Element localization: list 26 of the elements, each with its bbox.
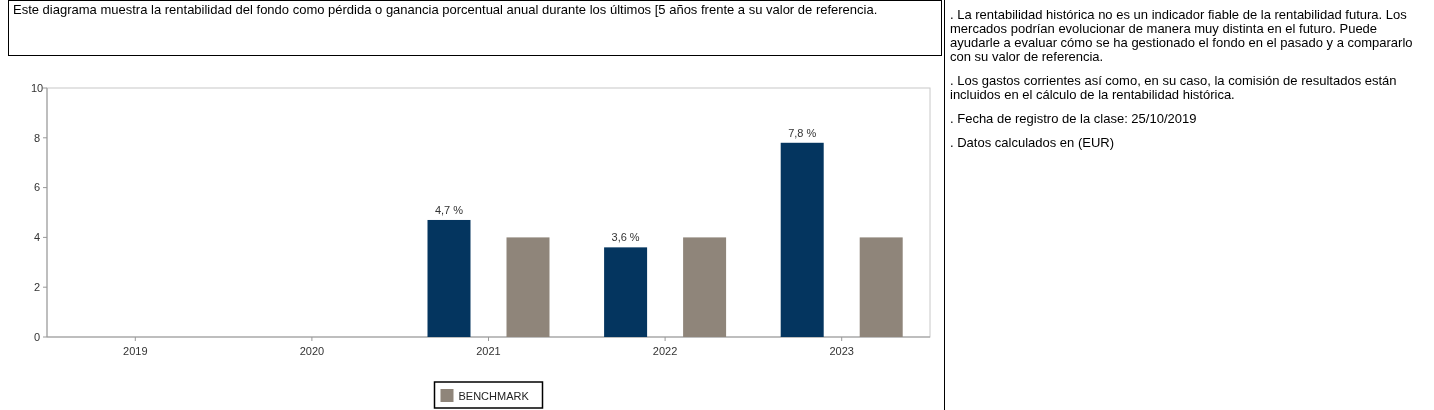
bar	[506, 237, 550, 337]
y-tick-label: 10	[30, 81, 44, 94]
bar	[859, 237, 903, 337]
chart-title: Este diagrama muestra la rentabilidad del fondo como pérdida o ganancia porcentual anual durante los últimos [5 años frente a su valor de referencia.	[8, 0, 942, 56]
bar	[780, 142, 824, 337]
text: . La rentabilidad histórica no es un indicador fiable de la rentabilidad futura. Los mercados podrían evolucionar de manera muy distinta en el futuro. Puede ayudarle a evaluar cómo se ha gestionado el fondo en el pasado y a compararlo con su valor de referencia.	[950, 7, 1414, 64]
x-tick-label: 2019	[123, 345, 148, 357]
y-tick-label: 6	[33, 181, 41, 194]
data-label: 4,7 %	[434, 203, 464, 216]
text: . Los gastos corrientes así como, en su caso, la comisión de resultados están incluidos en el cálculo de la rentabilidad histórica.	[950, 73, 1398, 102]
bar	[427, 219, 471, 337]
y-tick-label: 4	[33, 231, 41, 244]
legend-label: BENCHMARK	[458, 389, 530, 402]
data-label: 3,6 %	[611, 231, 640, 244]
data-label: 7,8 %	[788, 126, 817, 139]
bar	[683, 237, 727, 337]
text: . Datos calculados en (EUR)	[950, 135, 1115, 150]
x-tick-label: 2020	[299, 345, 325, 357]
x-tick-label: 2023	[829, 345, 854, 357]
y-tick-label: 8	[33, 131, 41, 144]
bar	[604, 247, 648, 337]
x-tick-label: 2022	[652, 345, 678, 357]
y-tick-label: 0	[33, 330, 41, 343]
x-tick-label: 2021	[476, 345, 501, 357]
y-tick-label: 2	[33, 281, 41, 294]
text: . Fecha de registro de la clase: 25/10/2019	[950, 111, 1198, 126]
